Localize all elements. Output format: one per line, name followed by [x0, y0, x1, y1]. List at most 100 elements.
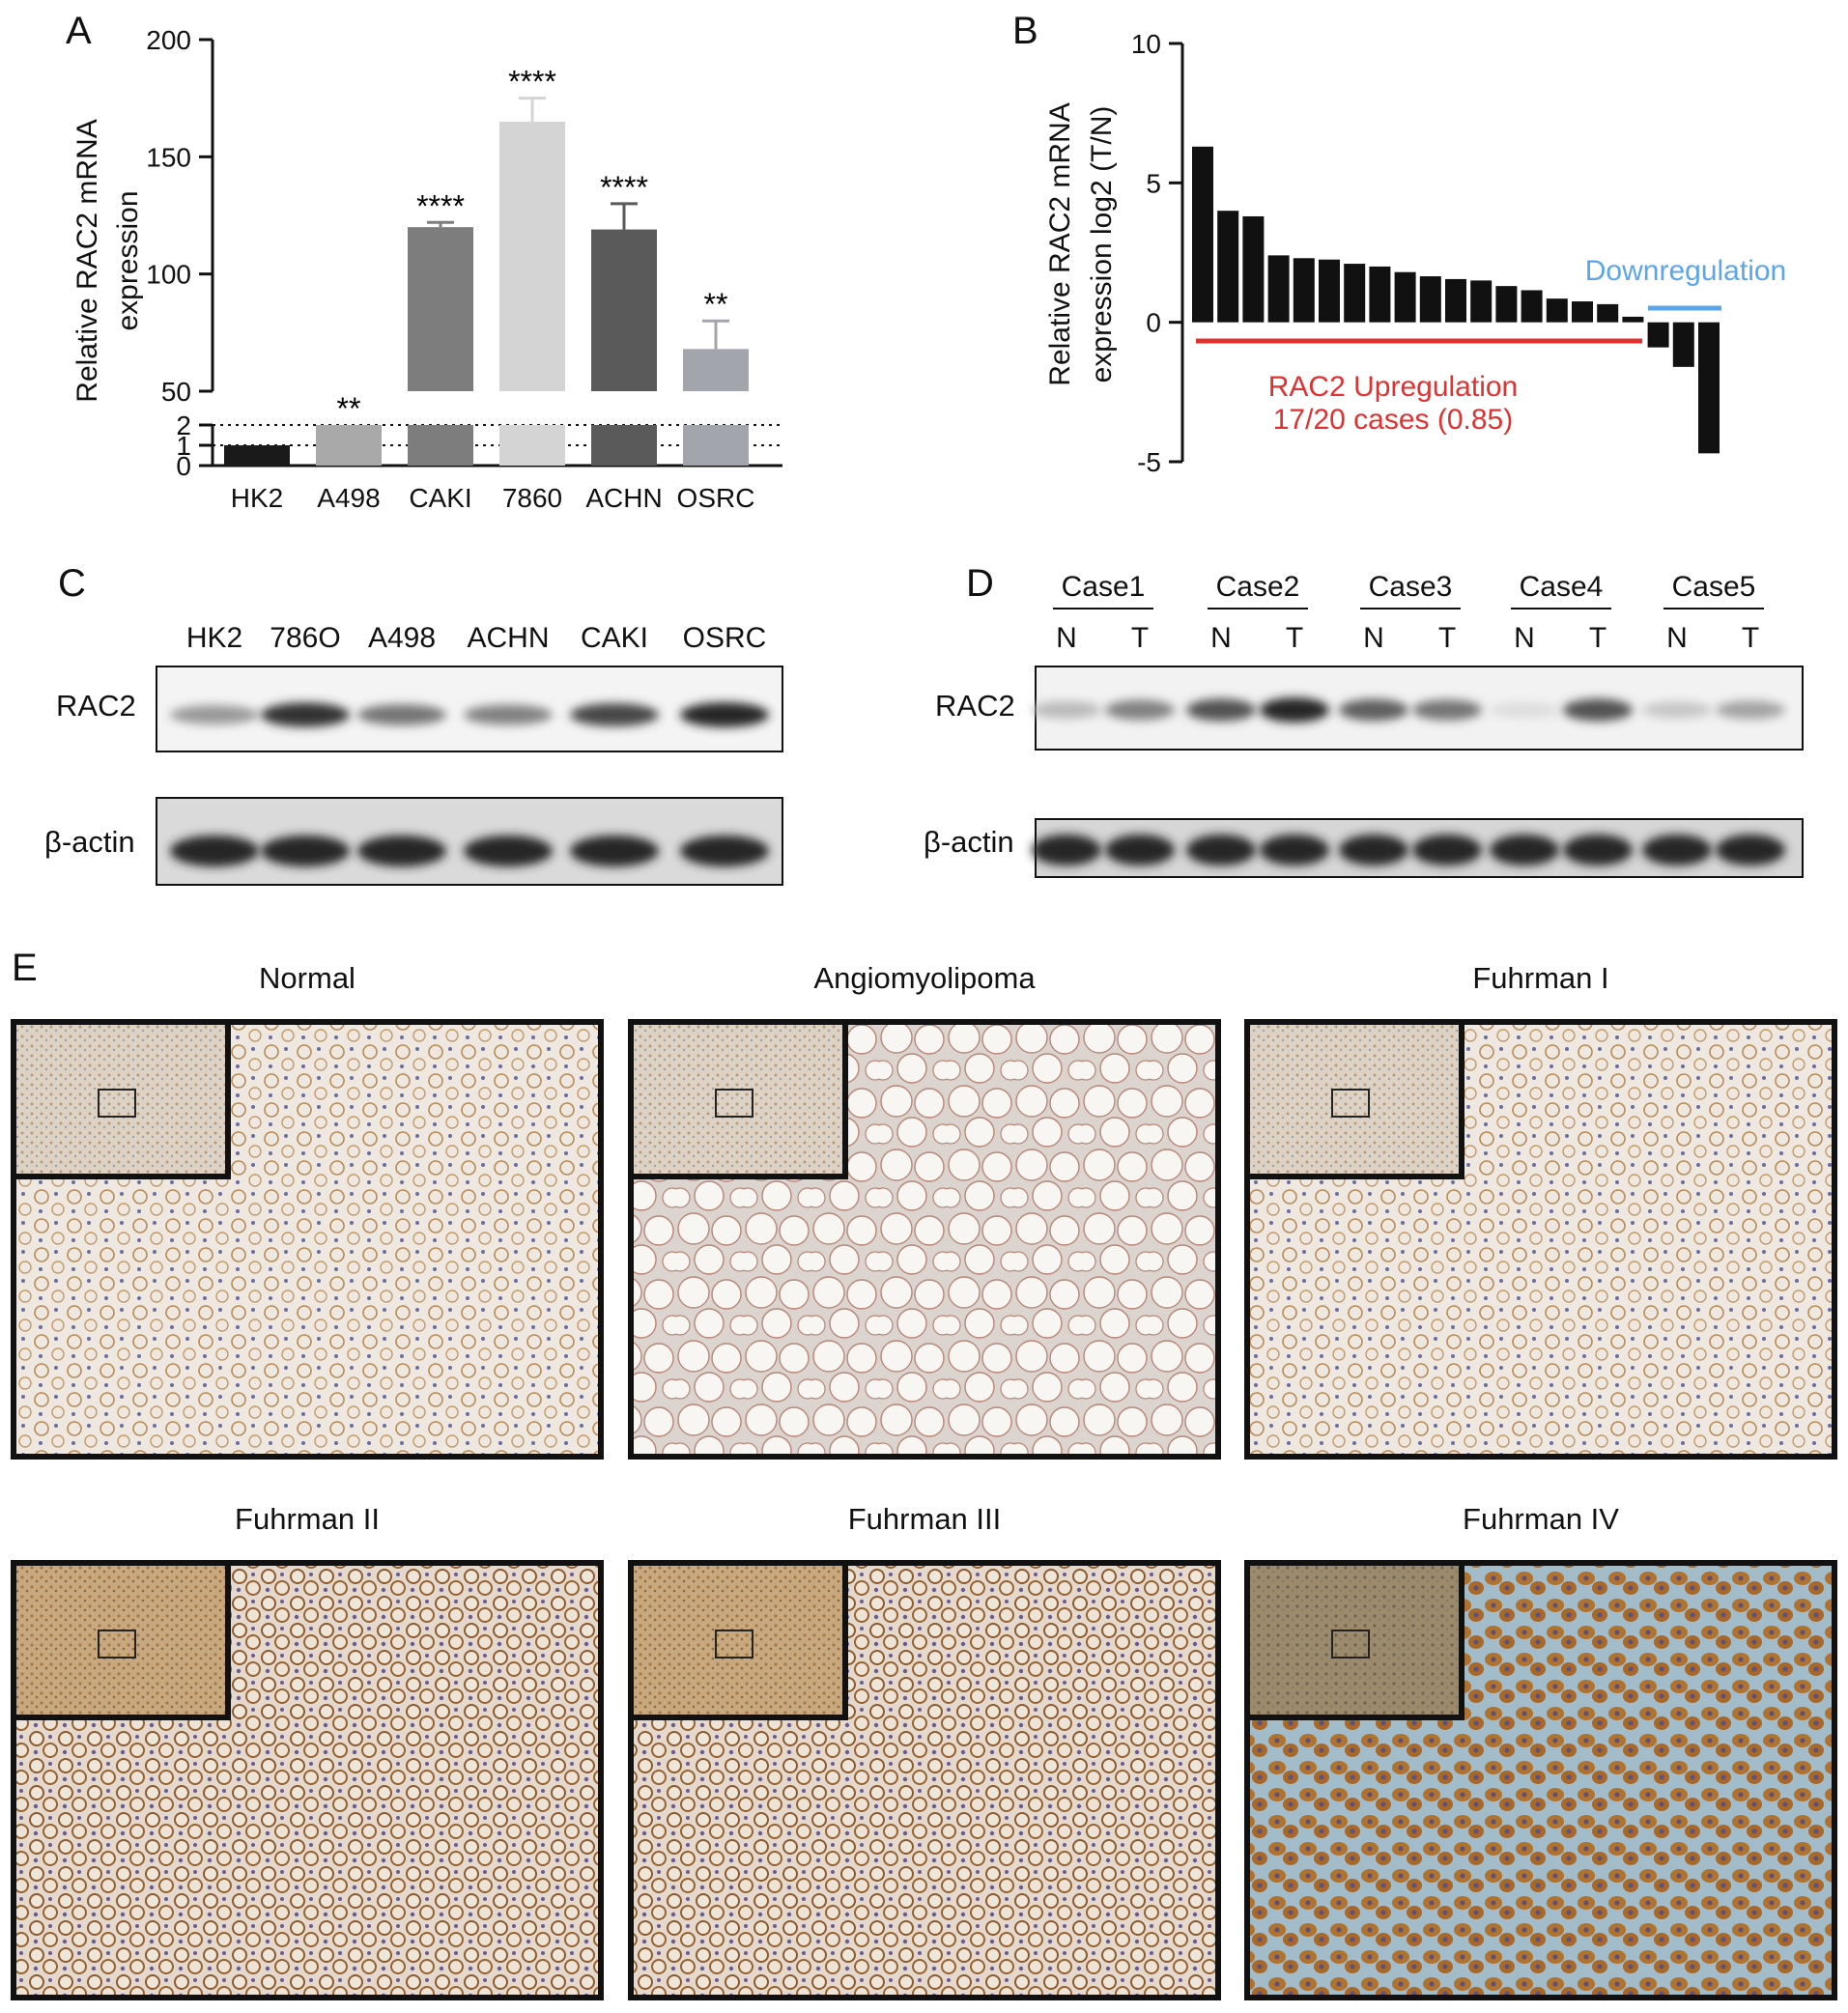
chart-a-axes: 50 100 150 200 012: [146, 25, 782, 481]
chart-b-bar: [1495, 286, 1518, 323]
blot-d-lane-label: T: [1286, 622, 1303, 654]
histology-title: Fuhrman IV: [1463, 1502, 1619, 1536]
blot-c-band: [570, 835, 659, 867]
blot-c-band: [170, 705, 259, 724]
blot-d-band: [1563, 698, 1633, 722]
chart-a-bar: [408, 227, 473, 391]
chart-b-axes: -5 0 5 10: [1131, 29, 1184, 477]
blot-d-row-label-actin: β-actin: [924, 825, 1014, 859]
chart-b-bar: [1369, 266, 1391, 323]
blot-c-band: [170, 835, 259, 867]
panel-label-e: E: [12, 947, 38, 989]
histology-inset: [11, 1560, 231, 1720]
blot-c-band: [464, 704, 553, 725]
blot-c-band: [680, 835, 769, 867]
chart-b-bar: [1572, 301, 1593, 323]
chart-a-bar: [683, 349, 749, 391]
chart-b-bar: [1319, 259, 1340, 323]
chart-b-tick-label: 10: [1131, 29, 1161, 59]
histology-inset-box: [98, 1630, 136, 1659]
chart-a-significance-label: **: [337, 391, 361, 426]
chart-a-upper-tick-label: 150: [146, 142, 191, 172]
blot-d-case-label: Case3: [1369, 571, 1453, 603]
blot-d-case-label: Case1: [1062, 571, 1146, 603]
chart-b-bar: [1521, 290, 1543, 323]
chart-b-bar: [1267, 255, 1290, 323]
chart-a-significance-label: ****: [600, 170, 648, 205]
histology-title: Fuhrman I: [1472, 961, 1608, 995]
blot-d-band: [1716, 700, 1785, 720]
chart-a: 50 100 150 200 012 HK2 ** A498 **** CAKI **** 7860…: [71, 25, 782, 513]
blot-c-lane-label: OSRC: [683, 622, 767, 654]
chart-a-significance-label: ****: [508, 65, 556, 99]
histology-inset-box: [1331, 1630, 1370, 1659]
blot-c-row-label-rac2: RAC2: [56, 689, 136, 723]
chart-b-bar: [1622, 316, 1644, 323]
blot-d-lane-label: T: [1438, 622, 1456, 654]
chart-a-category-label: OSRC: [677, 483, 755, 513]
blot-d-band: [1186, 698, 1256, 722]
blot-d-band: [1642, 701, 1712, 719]
chart-a-significance-label: ****: [416, 188, 465, 223]
chart-a-labels: HK2 ** A498 **** CAKI **** 7860 **** ACHN ** OSRC: [231, 65, 755, 513]
chart-a-upper-tick-label: 100: [146, 260, 191, 290]
histology-title: Fuhrman III: [848, 1502, 1002, 1536]
histology-title: Fuhrman II: [235, 1502, 380, 1536]
chart-b-bars: [1192, 146, 1720, 454]
chart-a-reference-lines: [213, 424, 782, 446]
blot-d-lane-label: T: [1131, 622, 1149, 654]
blot-d-band: [1490, 834, 1559, 866]
panel-label-b: B: [1012, 10, 1038, 52]
blot-c-band: [261, 702, 350, 727]
histology-inset-box: [715, 1089, 753, 1118]
histology-inset: [1244, 1019, 1464, 1179]
chart-b-bar: [1419, 276, 1441, 323]
histology-panels: Normal Angiomyolipoma Fuhrman I Fuhrman II F…: [11, 961, 1837, 2000]
chart-b: -5 0 5 10 Relative RAC2 mRNA expression log…: [1044, 29, 1786, 477]
chart-b-bar: [1394, 271, 1416, 323]
upregulation-cases-label: 17/20 cases (0.85): [1273, 404, 1513, 436]
blot-d-lane-label: N: [1056, 622, 1077, 654]
blot-d-band: [1412, 699, 1482, 721]
chart-a-ylabel-line1: Relative RAC2 mRNA: [71, 119, 103, 402]
chart-a-category-label: CAKI: [409, 483, 471, 513]
chart-b-bar: [1293, 258, 1315, 323]
chart-a-bars: [224, 97, 749, 466]
blot-c-band: [357, 704, 446, 725]
downregulation-label: Downregulation: [1585, 255, 1786, 287]
blot-d-band: [1260, 834, 1329, 866]
blot-c-lane-label: A498: [368, 622, 436, 654]
chart-a-lower-tick-label: 2: [176, 411, 191, 440]
chart-b-bar: [1445, 278, 1466, 323]
blot-c-band: [464, 835, 553, 867]
chart-b-bar: [1546, 298, 1568, 323]
blot-d-lane-label: N: [1514, 622, 1535, 654]
chart-b-bar: [1698, 322, 1720, 454]
chart-a-category-label: 7860: [502, 483, 562, 513]
histology-inset-box: [98, 1089, 136, 1118]
histology-title: Normal: [259, 961, 355, 995]
chart-b-bar: [1217, 211, 1239, 323]
blot-d-band: [1105, 699, 1175, 721]
panel-label-a: A: [66, 10, 92, 52]
blot-d-lane-label: T: [1589, 622, 1606, 654]
blot-c-actin-membrane: [156, 797, 783, 886]
blot-d-band: [1490, 701, 1559, 719]
blot-d-band: [1186, 834, 1256, 866]
blot-d-band: [1339, 834, 1408, 866]
blot-c-lane-label: ACHN: [467, 622, 549, 654]
blot-d-band: [1260, 697, 1329, 723]
blot-d-band: [1339, 698, 1408, 722]
chart-b-ylabel-line2: expression log2 (T/N): [1086, 106, 1118, 383]
chart-a-upper-tick-label: 200: [146, 25, 191, 55]
blot-d-lane-label: N: [1363, 622, 1384, 654]
chart-b-bar: [1672, 322, 1694, 367]
chart-a-bar-lower-segment: [499, 425, 565, 466]
chart-b-bar: [1647, 322, 1669, 348]
chart-a-bar-lower-segment: [408, 425, 473, 466]
blot-d-band: [1032, 834, 1101, 866]
blot-d-lane-label: T: [1742, 622, 1759, 654]
chart-a-category-label: HK2: [231, 483, 283, 513]
blot-c-band: [357, 835, 446, 867]
